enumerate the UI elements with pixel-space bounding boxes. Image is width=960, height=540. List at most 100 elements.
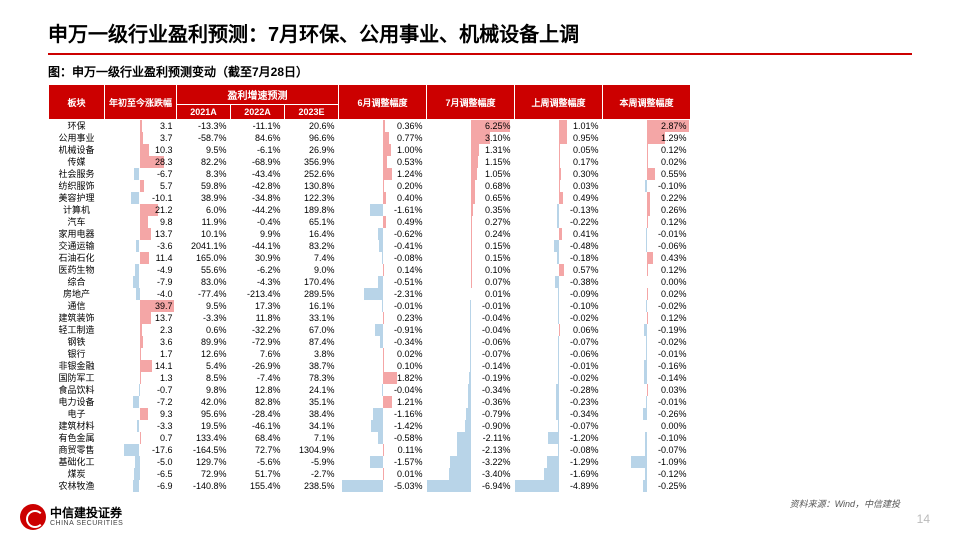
bar-cell: -0.25%: [603, 480, 691, 492]
bar-cell: 0.65%: [427, 192, 515, 204]
cell-2022: 84.6%: [231, 132, 285, 144]
bar-cell: -0.22%: [515, 216, 603, 228]
bar-cell: 9.3: [105, 408, 177, 420]
bar-cell: -0.04%: [427, 324, 515, 336]
bar-cell: -0.36%: [427, 396, 515, 408]
bar-cell: -1.57%: [339, 456, 427, 468]
table-row: 交通运输-3.62041.1%-44.1%83.2%-0.41%0.15%-0.…: [49, 240, 691, 252]
bar-cell: 5.7: [105, 180, 177, 192]
cell-2022: 9.9%: [231, 228, 285, 240]
bar-cell: -6.94%: [427, 480, 515, 492]
cell-2023: 130.8%: [285, 180, 339, 192]
bar-cell: 2.3: [105, 324, 177, 336]
cell-2022: -44.2%: [231, 204, 285, 216]
bar-cell: -0.08%: [339, 252, 427, 264]
forecast-table: 板块 年初至今涨跌幅 盈利增速预测 6月调整幅度 7月调整幅度 上周调整幅度 本…: [48, 84, 691, 492]
cell-2021: 95.6%: [177, 408, 231, 420]
bar-cell: -0.07%: [427, 348, 515, 360]
cell-2023: 252.6%: [285, 168, 339, 180]
bar-cell: 0.36%: [339, 120, 427, 133]
bar-cell: -6.9: [105, 480, 177, 492]
bar-cell: -0.01%: [603, 396, 691, 408]
bar-cell: 0.03%: [603, 384, 691, 396]
bar-cell: 0.10%: [339, 360, 427, 372]
cell-2022: -0.4%: [231, 216, 285, 228]
cell-2021: 89.9%: [177, 336, 231, 348]
cell-2022: -11.1%: [231, 120, 285, 133]
bar-cell: -0.04%: [339, 384, 427, 396]
bar-cell: -0.14%: [427, 360, 515, 372]
cell-2021: 12.6%: [177, 348, 231, 360]
table-row: 煤炭-6.572.9%51.7%-2.7%0.01%-3.40%-1.69%-0…: [49, 468, 691, 480]
table-row: 电力设备-7.242.0%82.8%35.1%1.21%-0.36%-0.23%…: [49, 396, 691, 408]
bar-cell: -2.11%: [427, 432, 515, 444]
cell-sector: 石油石化: [49, 252, 105, 264]
cell-sector: 农林牧渔: [49, 480, 105, 492]
bar-cell: 3.10%: [427, 132, 515, 144]
cell-2021: 129.7%: [177, 456, 231, 468]
bar-cell: 0.15%: [427, 252, 515, 264]
bar-cell: 0.41%: [515, 228, 603, 240]
bar-cell: 0.7: [105, 432, 177, 444]
bar-cell: -5.03%: [339, 480, 427, 492]
cell-2023: -2.7%: [285, 468, 339, 480]
bar-cell: -0.06%: [515, 348, 603, 360]
cell-sector: 商贸零售: [49, 444, 105, 456]
cell-2023: 83.2%: [285, 240, 339, 252]
bar-cell: -6.5: [105, 468, 177, 480]
bar-cell: 0.30%: [515, 168, 603, 180]
bar-cell: -0.04%: [427, 312, 515, 324]
cell-2023: 9.0%: [285, 264, 339, 276]
bar-cell: -0.07%: [515, 420, 603, 432]
table-row: 美容护理-10.138.9%-34.8%122.3%0.40%0.65%0.49…: [49, 192, 691, 204]
bar-cell: 0.01%: [339, 468, 427, 480]
cell-sector: 传媒: [49, 156, 105, 168]
bar-cell: -0.09%: [515, 288, 603, 300]
cell-2022: -213.4%: [231, 288, 285, 300]
col-growth-group: 盈利增速预测: [177, 85, 339, 105]
cell-sector: 机械设备: [49, 144, 105, 156]
bar-cell: -0.19%: [427, 372, 515, 384]
table-row: 通信39.79.5%17.3%16.1%-0.01%-0.01%-0.10%-0…: [49, 300, 691, 312]
table-row: 钢铁3.689.9%-72.9%87.4%-0.34%-0.06%-0.07%-…: [49, 336, 691, 348]
bar-cell: -4.0: [105, 288, 177, 300]
bar-cell: 1.24%: [339, 168, 427, 180]
col-thiswk: 本周调整幅度: [603, 85, 691, 120]
cell-2023: 33.1%: [285, 312, 339, 324]
cell-2021: 9.5%: [177, 300, 231, 312]
cell-2022: 12.8%: [231, 384, 285, 396]
cell-2022: 68.4%: [231, 432, 285, 444]
cell-2021: 5.4%: [177, 360, 231, 372]
page-title: 申万一级行业盈利预测：7月环保、公用事业、机械设备上调: [0, 0, 960, 53]
cell-sector: 煤炭: [49, 468, 105, 480]
cell-2023: 96.6%: [285, 132, 339, 144]
table-row: 商贸零售-17.6-164.5%72.7%1304.9%0.11%-2.13%-…: [49, 444, 691, 456]
bar-cell: -0.01%: [427, 300, 515, 312]
table-row: 传媒28.382.2%-68.9%356.9%0.53%1.15%0.17%0.…: [49, 156, 691, 168]
bar-cell: -0.58%: [339, 432, 427, 444]
bar-cell: 0.05%: [515, 144, 603, 156]
bar-cell: 0.68%: [427, 180, 515, 192]
bar-cell: 1.82%: [339, 372, 427, 384]
cell-2023: 78.3%: [285, 372, 339, 384]
cell-sector: 电力设备: [49, 396, 105, 408]
bar-cell: -0.06%: [603, 240, 691, 252]
bar-cell: -1.16%: [339, 408, 427, 420]
table-row: 医药生物-4.955.6%-6.2%9.0%0.14%0.10%0.57%0.1…: [49, 264, 691, 276]
cell-2023: 356.9%: [285, 156, 339, 168]
bar-cell: 0.02%: [339, 348, 427, 360]
bar-cell: 0.26%: [603, 204, 691, 216]
cell-sector: 电子: [49, 408, 105, 420]
title-underline: [48, 53, 912, 55]
table-row: 电子9.395.6%-28.4%38.4%-1.16%-0.79%-0.34%-…: [49, 408, 691, 420]
table-row: 建筑装饰13.7-3.3%11.8%33.1%0.23%-0.04%-0.02%…: [49, 312, 691, 324]
cell-sector: 美容护理: [49, 192, 105, 204]
bar-cell: 0.55%: [603, 168, 691, 180]
bar-cell: -3.6: [105, 240, 177, 252]
bar-cell: -0.01%: [603, 348, 691, 360]
bar-cell: -0.26%: [603, 408, 691, 420]
cell-sector: 家用电器: [49, 228, 105, 240]
cell-2023: 170.4%: [285, 276, 339, 288]
cell-sector: 食品饮料: [49, 384, 105, 396]
col-jul: 7月调整幅度: [427, 85, 515, 120]
